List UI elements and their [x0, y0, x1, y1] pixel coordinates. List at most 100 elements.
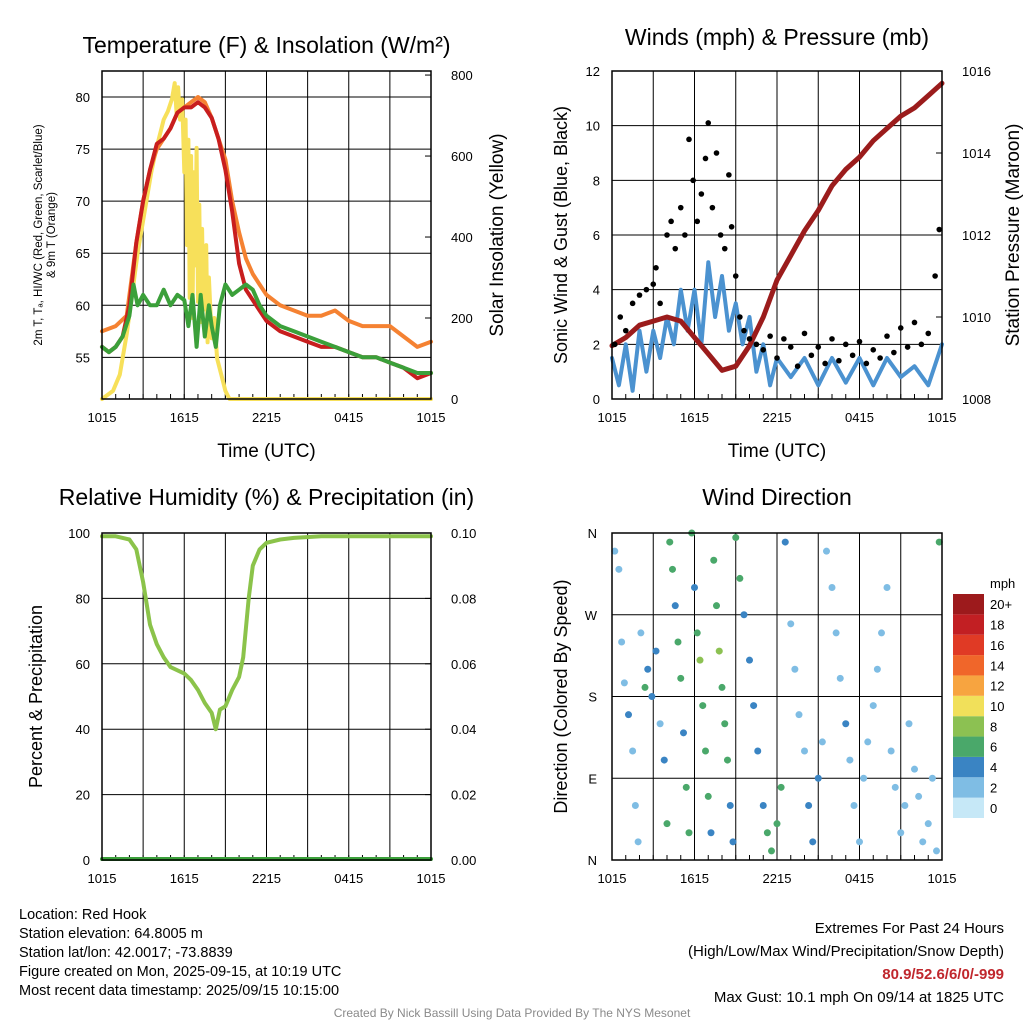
colorbar-label: 12: [990, 679, 1004, 694]
y-right-tick-label: 0.08: [451, 591, 476, 606]
direction-point: [644, 665, 652, 673]
colorbar-box: [953, 634, 984, 656]
direction-point: [691, 584, 698, 591]
direction-point: [823, 547, 830, 555]
direction-point: [801, 747, 808, 755]
direction-point: [836, 674, 844, 682]
y-right-tick-label: 0.10: [451, 526, 476, 541]
gust-point: [897, 325, 904, 331]
direction-point: [660, 756, 668, 764]
gust-point: [936, 226, 943, 233]
colorbar-label: 0: [990, 801, 997, 816]
direction-point: [740, 611, 748, 619]
y-right-tick-label: 1016: [962, 64, 991, 79]
direction-point: [611, 547, 619, 555]
direction-point: [693, 629, 701, 637]
colorbar-label: 18: [990, 618, 1004, 633]
direction-point: [663, 820, 671, 828]
x-tick-label: 1015: [417, 871, 446, 886]
y-tick-label: 2: [593, 337, 600, 352]
gust-point: [617, 314, 624, 320]
y-tick-label: 80: [76, 90, 90, 105]
direction-point: [869, 702, 877, 710]
gust-point: [702, 155, 709, 162]
gust-point: [801, 330, 808, 337]
gust-point: [877, 355, 883, 361]
direction-point: [724, 756, 731, 764]
gust-point: [713, 150, 720, 156]
y-tick-label: 40: [76, 722, 90, 737]
x-tick-label: 2215: [763, 410, 792, 425]
y-tick-label: 75: [76, 142, 90, 157]
y-tick-label: 12: [586, 64, 600, 79]
y-tick-label: 70: [76, 194, 90, 209]
direction-point: [750, 702, 758, 710]
gust-point: [863, 360, 870, 367]
direction-point: [846, 756, 854, 764]
figure-created: Figure created on Mon, 2025-09-15, at 10…: [19, 964, 342, 980]
colorbar-box: [953, 695, 984, 717]
direction-point: [732, 534, 740, 542]
colorbar-label: 14: [990, 658, 1004, 673]
direction-point: [773, 820, 781, 828]
x-tick-label: 2215: [763, 871, 792, 886]
plot-frame: [611, 70, 943, 400]
y-right-axis-label: Solar Insolation (Yellow): [487, 133, 508, 336]
station-elevation: Station elevation: 64.8005 m: [19, 926, 203, 942]
x-tick-label: 1015: [928, 410, 957, 425]
direction-point: [685, 829, 693, 837]
gust-point: [682, 232, 688, 238]
colorbar-box: [953, 797, 984, 818]
direction-point: [915, 792, 923, 800]
y-axis-label: Percent & Precipitation: [26, 605, 46, 788]
gust-point: [829, 336, 835, 342]
x-tick-label: 1615: [680, 410, 709, 425]
x-tick-label: 0415: [845, 871, 874, 886]
direction-point: [883, 584, 891, 591]
gust-point: [891, 349, 897, 356]
y-right-tick-label: 1008: [962, 392, 991, 407]
direction-point: [850, 802, 858, 809]
direction-point: [652, 647, 660, 655]
colorbar-label: 20+: [990, 597, 1012, 612]
x-tick-label: 2215: [252, 410, 281, 425]
direction-point: [809, 838, 817, 846]
direction-point: [791, 665, 799, 673]
gust-point: [794, 363, 801, 370]
gust-point: [668, 218, 674, 225]
x-tick-label: 0415: [845, 410, 874, 425]
gust-point: [677, 204, 684, 211]
chart-title: Winds (mph) & Pressure (mb): [625, 24, 929, 50]
colorbar-box: [953, 655, 984, 676]
direction-point: [674, 638, 682, 646]
direction-point: [641, 683, 649, 691]
direction-point: [919, 838, 927, 846]
y-right-tick-label: 1012: [962, 228, 991, 243]
direction-point: [696, 656, 704, 664]
y-right-tick-label: 800: [451, 68, 473, 83]
chart-title: Wind Direction: [702, 484, 852, 510]
direction-point: [842, 720, 850, 728]
gust-point: [753, 341, 760, 348]
gust-point: [650, 281, 657, 288]
y-right-tick-label: 200: [451, 311, 473, 326]
y-right-tick-label: 0.02: [451, 788, 476, 803]
direction-point: [777, 783, 785, 791]
x-tick-label: 1015: [417, 410, 446, 425]
direction-point: [860, 774, 868, 782]
credit-line: Created By Nick Bassill Using Data Provi…: [333, 1006, 691, 1020]
direction-point: [818, 738, 826, 746]
direction-point: [891, 783, 899, 791]
direction-point: [631, 802, 639, 809]
y-right-tick-label: 0.00: [451, 853, 476, 868]
direction-point: [704, 792, 712, 800]
gust-point: [629, 300, 636, 307]
x-tick-label: 1015: [88, 871, 117, 886]
gust-point: [822, 360, 828, 367]
direction-point: [924, 820, 932, 828]
direction-point: [768, 847, 775, 855]
plot-frame: [101, 532, 432, 861]
gust-point: [657, 300, 663, 307]
direction-point: [897, 829, 905, 837]
